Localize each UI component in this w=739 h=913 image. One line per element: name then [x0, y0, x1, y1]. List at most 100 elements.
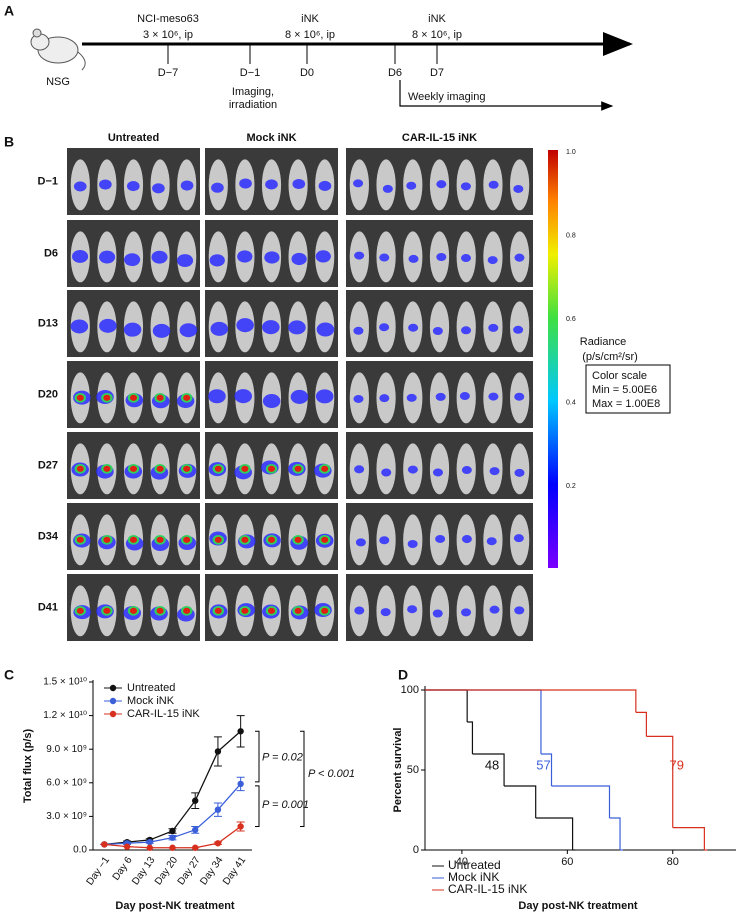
signal: [214, 465, 222, 472]
row-label: D34: [38, 530, 59, 542]
signal: [99, 318, 117, 333]
signal: [354, 606, 365, 615]
injection: NCI-meso63: [137, 13, 199, 25]
group-title: Mock iNK: [246, 132, 296, 144]
colorbar-title: (p/s/cm²/sr): [582, 351, 638, 363]
survival-step: [425, 689, 637, 713]
survival-step: [472, 753, 505, 786]
signal: [355, 538, 366, 547]
day-label: D0: [300, 67, 314, 79]
signal: [291, 252, 307, 266]
signal: [129, 536, 138, 543]
x-axis-label: Day post-NK treatment: [518, 900, 638, 912]
signal: [156, 394, 164, 401]
signal: [379, 536, 390, 545]
signal: [129, 607, 138, 614]
legend-label: Mock iNK: [127, 695, 175, 707]
signal: [488, 392, 499, 401]
mouse: [376, 159, 396, 211]
row-label: D6: [44, 247, 58, 259]
row-label: D20: [38, 388, 58, 400]
colorbar-tick: 1.0: [566, 149, 576, 156]
signal: [267, 536, 276, 543]
scale-box: [585, 364, 671, 414]
day-label: D6: [388, 67, 402, 79]
panel-label: A: [4, 3, 14, 19]
signal: [294, 536, 302, 543]
signal: [487, 256, 498, 265]
p-value: P < 0.001: [308, 768, 355, 780]
signal: [126, 181, 140, 192]
survival-step: [609, 817, 621, 850]
x-tick-label: 60: [561, 856, 573, 868]
signal: [292, 178, 306, 190]
point: [214, 806, 222, 813]
signal: [183, 536, 191, 543]
signal: [353, 179, 364, 188]
row-label: D27: [38, 459, 58, 471]
signal: [321, 536, 329, 543]
signal: [489, 467, 500, 476]
signal: [316, 322, 335, 337]
y-tick-label: 50: [407, 764, 419, 776]
signal: [321, 607, 329, 614]
imaging-note: Imaging,: [232, 86, 274, 98]
chart-c: 0.0 3.0 × 10⁹ 6.0 × 10⁹ 9.0 × 10⁹ 1.2 × 10¹⁰…: [22, 677, 355, 912]
mouse: [510, 159, 530, 211]
point: [169, 844, 176, 851]
signal: [514, 392, 525, 401]
signal: [156, 465, 164, 472]
signal: [381, 468, 392, 477]
signal: [73, 181, 87, 192]
median-label: 48: [485, 757, 499, 772]
signal: [183, 465, 191, 472]
signal: [265, 179, 278, 190]
signal: [488, 180, 499, 189]
signal: [379, 394, 390, 403]
signal: [103, 394, 111, 401]
signal: [176, 254, 194, 268]
bracket: [300, 730, 305, 827]
signal: [156, 536, 164, 543]
host-label: NSG: [46, 76, 70, 88]
point: [169, 827, 176, 835]
colorbar-title: Radiance: [580, 336, 626, 348]
signal: [380, 608, 391, 617]
signal: [129, 394, 138, 401]
point: [192, 844, 199, 851]
signal: [407, 605, 418, 614]
signal: [514, 468, 525, 477]
x-tick-label: Day 41: [221, 855, 248, 888]
signal: [460, 254, 471, 263]
signal: [353, 394, 364, 403]
signal: [436, 252, 447, 262]
legend-label: Untreated: [448, 858, 501, 872]
signal: [152, 323, 171, 338]
y-tick-label: 100: [401, 684, 419, 696]
signal: [76, 394, 84, 401]
point: [146, 838, 153, 846]
y-tick-label: 1.5 × 10¹⁰: [43, 677, 87, 688]
signal: [408, 323, 419, 332]
signal: [379, 253, 390, 262]
row-label: D−1: [38, 175, 59, 187]
signal: [183, 394, 191, 401]
panel-label: C: [4, 667, 14, 683]
bracket: [255, 730, 260, 783]
signal: [436, 180, 447, 189]
signal: [208, 389, 226, 404]
signal: [156, 607, 164, 614]
signal: [435, 392, 446, 401]
signal: [70, 319, 89, 334]
injection: 8 × 10⁶, ip: [285, 29, 335, 41]
signal: [124, 253, 141, 267]
weekly-label: Weekly imaging: [408, 91, 485, 103]
signal: [514, 253, 525, 262]
signal: [353, 326, 364, 335]
legend-label: CAR-IL-15 iNK: [127, 708, 200, 720]
signal: [461, 608, 472, 617]
signal: [432, 326, 443, 335]
day-label: D−7: [158, 67, 179, 79]
signal: [407, 539, 418, 548]
